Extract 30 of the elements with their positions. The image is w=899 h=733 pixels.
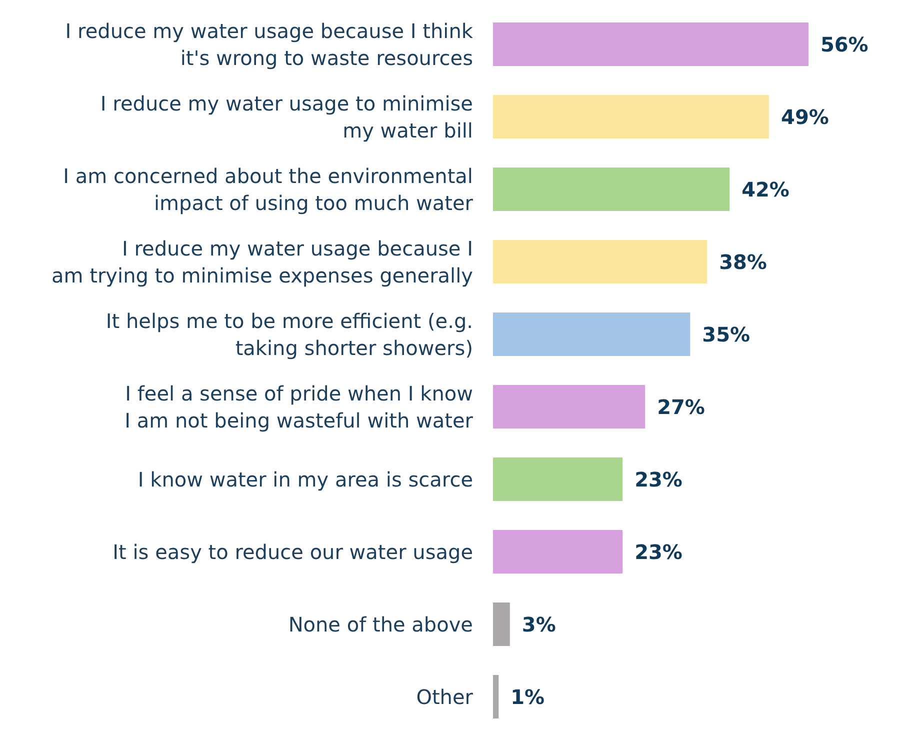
y-tick-label: I reduce my water usage to minimise my water bill xyxy=(100,91,473,142)
data-label: 23% xyxy=(634,540,682,564)
data-label: 23% xyxy=(634,467,682,492)
bar xyxy=(493,530,623,574)
y-tick-label: It helps me to be more efficient (e.g. taking shorter showers) xyxy=(106,308,473,360)
data-label: 1% xyxy=(510,684,545,709)
data-label: 49% xyxy=(781,104,829,129)
y-tick-label: I am concerned about the environmental impact of using too much water xyxy=(63,164,474,215)
bar xyxy=(493,602,510,646)
bar xyxy=(493,312,690,356)
data-label: 56% xyxy=(820,32,868,56)
y-tick-label: It is easy to reduce our water usage xyxy=(112,540,473,564)
y-tick-label: I reduce my water usage because I am trying to minimise expenses generally xyxy=(52,236,474,288)
y-tick-label: None of the above xyxy=(288,612,473,636)
data-label: 3% xyxy=(522,612,556,636)
bar xyxy=(493,95,770,138)
bar xyxy=(493,675,499,718)
bar xyxy=(493,240,708,284)
bar xyxy=(493,458,623,501)
data-label: 35% xyxy=(702,322,750,346)
y-tick-label: I know water in my area is scarce xyxy=(138,467,473,492)
data-label: 27% xyxy=(657,394,705,419)
bar xyxy=(493,168,730,211)
bar xyxy=(493,385,646,428)
data-label: 38% xyxy=(719,250,767,274)
y-tick-label: I reduce my water usage because I think it's wrong to waste resources xyxy=(65,18,474,70)
bar xyxy=(493,22,808,66)
y-tick-label: Other xyxy=(416,684,474,709)
data-label: 42% xyxy=(742,177,790,202)
y-tick-label: I feel a sense of pride when I know I am not being wasteful with water xyxy=(124,381,474,432)
